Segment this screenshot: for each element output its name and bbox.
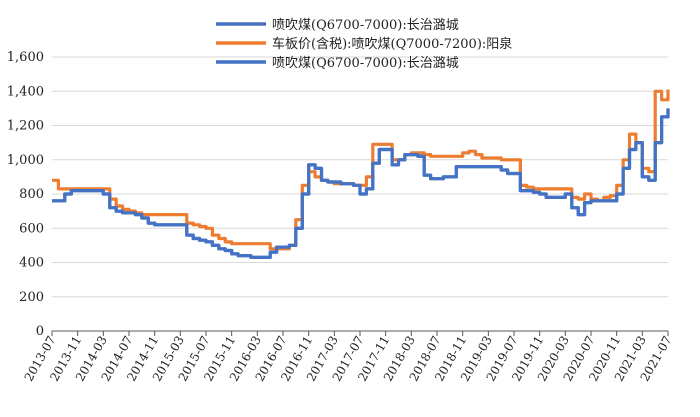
series-line-3 — [52, 108, 670, 259]
grid — [52, 56, 668, 298]
legend-label: 车板价(含税):喷吹煤(Q7000-7200):阳泉 — [272, 36, 512, 52]
y-tick-label: 1,400 — [7, 84, 44, 99]
y-tick-label: 1,000 — [7, 153, 44, 168]
y-tick-label: 800 — [19, 187, 44, 202]
legend: 喷吹煤(Q6700-7000):长治潞城车板价(含税):喷吹煤(Q7000-72… — [216, 18, 512, 71]
y-tick-label: 200 — [19, 290, 44, 305]
y-tick-label: 1,200 — [7, 119, 44, 134]
y-tick-label: 600 — [19, 221, 44, 236]
y-tick-label: 0 — [36, 324, 44, 339]
series-line-1 — [52, 108, 670, 259]
legend-label: 喷吹煤(Q6700-7000):长治潞城 — [272, 18, 459, 33]
series-lines — [52, 89, 670, 259]
legend-label: 喷吹煤(Q6700-7000):长治潞城 — [272, 56, 459, 71]
axes: 02004006008001,0001,2001,4001,6002013-07… — [7, 50, 675, 384]
y-tick-label: 1,600 — [7, 50, 44, 65]
series-line-2 — [52, 89, 670, 251]
y-tick-label: 400 — [19, 256, 44, 271]
